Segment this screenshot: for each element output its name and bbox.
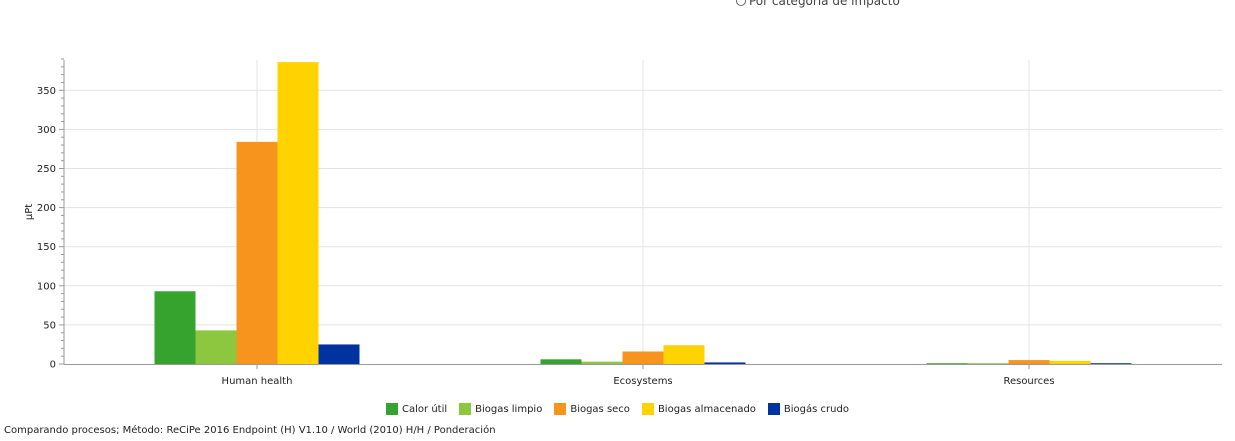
impact-category-label: Por categoría de impacto [749, 0, 900, 8]
bar [540, 359, 582, 364]
bar [1008, 360, 1050, 364]
legend-label: Biogas limpio [475, 403, 543, 415]
legend-item: Biogás crudo [767, 403, 849, 415]
legend-item: Biogas almacenado [641, 403, 756, 415]
y-tick-label: 200 [37, 203, 56, 214]
bar [1090, 363, 1132, 364]
y-tick-label: 350 [37, 86, 56, 97]
radio-icon[interactable] [736, 0, 746, 6]
x-tick-label: Ecosystems [613, 376, 672, 387]
legend-label: Biogás crudo [783, 403, 849, 415]
legend-swatch [554, 403, 567, 415]
legend-label: Biogas almacenado [657, 403, 756, 415]
bar [277, 62, 319, 364]
legend-item: Biogas limpio [459, 403, 542, 415]
bar [622, 351, 664, 364]
y-tick-label: 300 [37, 125, 56, 136]
bar [926, 363, 968, 364]
bar [154, 291, 196, 364]
y-tick-label: 100 [37, 281, 56, 292]
bar [581, 361, 623, 364]
legend-label: Calor útil [402, 403, 448, 415]
legend-item: Biogas seco [554, 403, 630, 415]
y-tick-label: 0 [50, 360, 56, 371]
bar [1049, 360, 1091, 364]
method-footer: Comparando procesos; Método: ReCiPe 2016… [4, 425, 496, 436]
y-tick-label: 250 [37, 164, 56, 175]
bar [967, 363, 1009, 364]
x-tick-label: Human health [222, 376, 293, 387]
bar [318, 344, 360, 364]
y-axis-label: µPt [24, 204, 35, 220]
bar [195, 330, 237, 364]
bar [663, 345, 705, 364]
bar [236, 141, 278, 364]
legend-swatch [767, 403, 780, 415]
x-tick-label: Resources [1003, 376, 1054, 387]
bar [704, 362, 746, 364]
y-tick-label: 150 [37, 242, 56, 253]
bar-chart: 0 50 100 150 200 250 300 350 µPt Human health Ecos… [24, 58, 1222, 387]
legend-swatch [459, 403, 472, 415]
y-tick-label: 50 [43, 320, 56, 331]
legend-item: Calor útil [386, 403, 447, 415]
impact-category-option[interactable]: Por categoría de impacto [736, 0, 900, 10]
legend-label: Biogas seco [570, 403, 630, 415]
legend-swatch [641, 403, 654, 415]
chart-legend: Calor útil Biogas limpio Biogas seco Biogas… [0, 401, 1235, 417]
legend-swatch [386, 403, 399, 415]
